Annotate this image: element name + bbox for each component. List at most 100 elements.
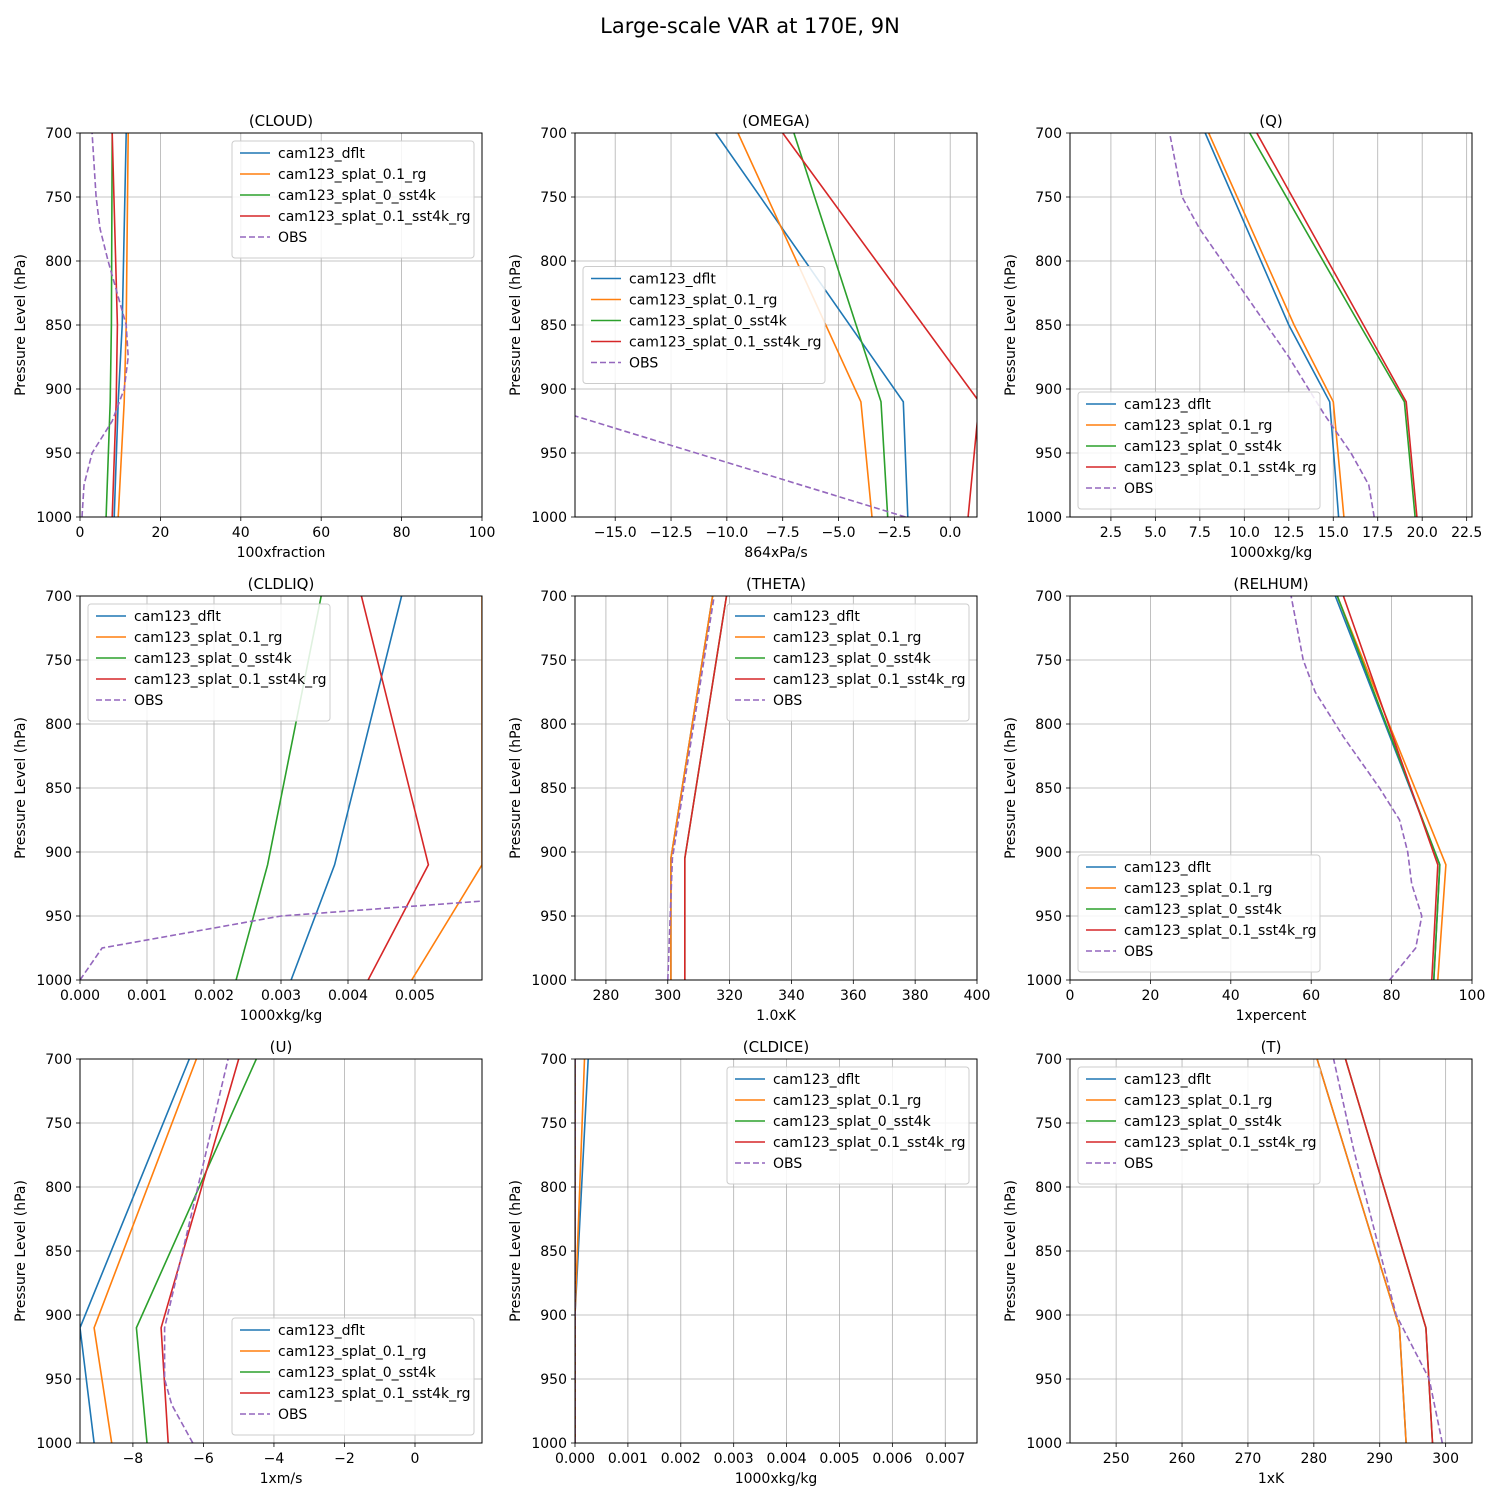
x-tick-label: 0.004 <box>328 988 368 1004</box>
x-tick-label: 280 <box>1300 1451 1327 1467</box>
series-line-cam123_splat_0.1_rg <box>737 133 873 517</box>
x-tick-label: 0 <box>411 1451 420 1467</box>
y-tick-label: 950 <box>540 1372 567 1388</box>
y-tick-label: 750 <box>540 653 567 669</box>
x-tick-label: −5.0 <box>822 525 856 541</box>
y-tick-label: 1000 <box>36 973 72 989</box>
panel-title: (Q) <box>1259 112 1283 130</box>
legend-label: cam123_splat_0.1_sst4k_rg <box>1124 923 1317 939</box>
y-tick-label: 850 <box>540 781 567 797</box>
x-tick-label: −10.0 <box>705 525 748 541</box>
x-tick-label: 0.000 <box>555 1451 595 1467</box>
series-line-cam123_splat_0.1_sst4k_rg <box>683 596 728 980</box>
series-line-cam123_dflt <box>290 596 403 980</box>
legend-label: cam123_splat_0_sst4k <box>1124 1114 1283 1130</box>
x-tick-label: 100 <box>469 525 496 541</box>
y-tick-label: 700 <box>45 1052 72 1068</box>
x-tick-label: 12.5 <box>1273 525 1304 541</box>
legend-label: OBS <box>1124 1156 1153 1172</box>
series-line-OBS <box>163 1059 229 1443</box>
y-tick-label: 950 <box>45 446 72 462</box>
x-tick-label: 0.005 <box>819 1451 859 1467</box>
y-axis-label: Pressure Level (hPa) <box>13 717 29 859</box>
x-tick-label: 340 <box>778 988 805 1004</box>
legend-label: cam123_splat_0.1_rg <box>1124 881 1272 897</box>
series-line-OBS <box>81 133 130 517</box>
legend-label: cam123_dflt <box>278 146 365 162</box>
x-tick-label: 15.0 <box>1318 525 1349 541</box>
y-tick-label: 750 <box>45 1116 72 1132</box>
series-line-cam123_splat_0_sst4k <box>135 1059 258 1443</box>
y-tick-label: 700 <box>1035 589 1062 605</box>
legend-label: cam123_splat_0.1_sst4k_rg <box>629 335 822 351</box>
x-tick-label: 0 <box>76 525 85 541</box>
legend: cam123_dflt cam123_splat_0.1_rg cam123_spl… <box>726 1066 970 1185</box>
legend-label: cam123_dflt <box>134 609 221 625</box>
figure-title: Large-scale VAR at 170E, 9N <box>600 14 900 38</box>
x-tick-label: 20 <box>151 525 169 541</box>
x-tick-label: 10.0 <box>1229 525 1260 541</box>
y-tick-label: 900 <box>1035 845 1062 861</box>
y-tick-label: 900 <box>1035 1308 1062 1324</box>
y-tick-label: 700 <box>45 126 72 142</box>
y-axis-label: Pressure Level (hPa) <box>508 717 524 859</box>
y-axis-label: Pressure Level (hPa) <box>1003 254 1019 396</box>
y-tick-label: 850 <box>45 318 72 334</box>
panel-cldice: 0.000 0.001 0.002 0.003 0.004 0.005 0.006 0.007… <box>508 1038 978 1487</box>
y-tick-label: 700 <box>1035 126 1062 142</box>
legend-label: OBS <box>1124 481 1153 497</box>
y-axis-label: Pressure Level (hPa) <box>13 254 29 396</box>
legend-label: cam123_splat_0_sst4k <box>1124 902 1283 918</box>
y-tick-label: 750 <box>1035 190 1062 206</box>
y-tick-label: 1000 <box>36 510 72 526</box>
y-tick-label: 850 <box>45 781 72 797</box>
x-tick-label: 0.003 <box>261 988 301 1004</box>
y-tick-label: 900 <box>45 845 72 861</box>
legend-label: cam123_splat_0.1_sst4k_rg <box>278 1386 471 1402</box>
x-tick-label: 40 <box>1222 988 1240 1004</box>
y-tick-label: 850 <box>540 318 567 334</box>
series-line-cam123_splat_0.1_rg <box>93 1059 198 1443</box>
y-tick-label: 950 <box>45 1372 72 1388</box>
series-line-cam123_splat_0_sst4k <box>1336 596 1441 980</box>
legend-label: cam123_dflt <box>278 1323 365 1339</box>
y-tick-label: 950 <box>540 909 567 925</box>
y-tick-label: 1000 <box>1026 973 1062 989</box>
x-tick-label: 320 <box>716 988 743 1004</box>
x-tick-label: 0 <box>1066 988 1075 1004</box>
y-tick-label: 850 <box>1035 781 1062 797</box>
x-tick-label: 2.5 <box>1100 525 1122 541</box>
series-line-cam123_splat_0_sst4k <box>793 133 889 517</box>
legend-label: OBS <box>134 693 163 709</box>
x-tick-label: −4 <box>264 1451 285 1467</box>
y-tick-label: 800 <box>540 1180 567 1196</box>
legend: cam123_dflt cam123_splat_0.1_rg cam123_spl… <box>726 603 970 722</box>
series-line-OBS <box>667 596 715 980</box>
x-axis-label: 1xpercent <box>1236 1008 1307 1024</box>
x-tick-label: 60 <box>1302 988 1320 1004</box>
y-tick-label: 1000 <box>531 1436 567 1452</box>
series-line-cam123_splat_0_sst4k <box>1249 133 1416 517</box>
x-tick-label: 0.006 <box>872 1451 912 1467</box>
series-line-cam123_dflt <box>1204 133 1340 517</box>
panel-relhum: 0 20 40 60 80 100 700 750 800 850 900 950 1000 (RELHU… <box>1003 575 1485 1024</box>
legend-label: cam123_splat_0.1_rg <box>773 630 921 646</box>
legend-label: cam123_splat_0.1_rg <box>1124 1093 1272 1109</box>
x-axis-label: 1000xkg/kg <box>735 1471 818 1487</box>
x-tick-label: 270 <box>1235 1451 1262 1467</box>
series-line-cam123_splat_0.1_sst4k_rg <box>160 1059 240 1443</box>
x-tick-label: 22.5 <box>1451 525 1482 541</box>
panel-omega: −15.0 −12.5 −10.0 −7.5 −5.0 −2.5 0.0 700 750 800 8… <box>508 112 978 561</box>
series-line-cam123_splat_0.1_rg <box>117 133 129 517</box>
y-tick-label: 900 <box>1035 382 1062 398</box>
y-tick-label: 900 <box>540 382 567 398</box>
legend-label: OBS <box>1124 944 1153 960</box>
panel-cldliq: 0.000 0.001 0.002 0.003 0.004 0.005 700 750 800 8… <box>13 575 483 1024</box>
x-tick-label: −2 <box>334 1451 355 1467</box>
x-tick-label: −15.0 <box>594 525 637 541</box>
x-axis-label: 1.0xK <box>756 1008 797 1024</box>
panel-u: −8 −6 −4 −2 0 700 750 800 850 900 950 1000 (U) 1xm/s P… <box>13 1038 483 1487</box>
x-tick-label: 0.001 <box>127 988 167 1004</box>
x-tick-label: 0.000 <box>60 988 100 1004</box>
x-tick-label: 20.0 <box>1407 525 1438 541</box>
